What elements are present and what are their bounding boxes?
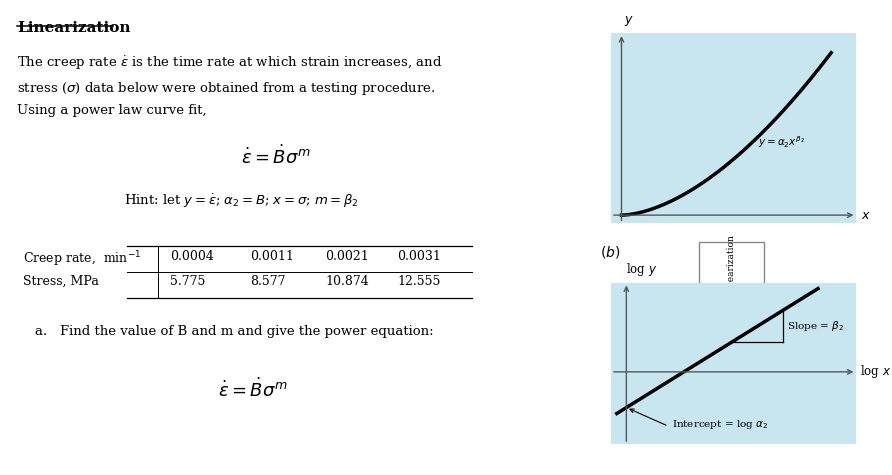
Text: The creep rate $\dot{\varepsilon}$ is the time rate at which strain increases, a: The creep rate $\dot{\varepsilon}$ is th… [17,55,442,116]
Text: $\dot{\varepsilon} = \dot{B}\sigma^m$: $\dot{\varepsilon} = \dot{B}\sigma^m$ [219,378,288,401]
Text: 8.577: 8.577 [251,275,285,287]
Text: 5.775: 5.775 [169,275,205,287]
Text: 12.555: 12.555 [397,275,441,287]
Text: 0.0021: 0.0021 [325,250,368,263]
Text: $x$: $x$ [861,209,871,222]
Text: log $x$: log $x$ [860,363,891,380]
Text: Slope = $\beta_2$: Slope = $\beta_2$ [788,319,845,333]
Text: 10.874: 10.874 [325,275,368,287]
Text: a.   Find the value of B and m and give the power equation:: a. Find the value of B and m and give th… [35,325,434,338]
Text: $y$: $y$ [624,14,633,28]
Text: Creep rate,  min$^{-1}$: Creep rate, min$^{-1}$ [23,250,141,269]
Text: Intercept = log $\alpha_2$: Intercept = log $\alpha_2$ [673,418,769,431]
Text: 0.0004: 0.0004 [169,250,213,263]
Text: Linearization: Linearization [727,235,736,295]
Text: Linearization: Linearization [17,21,131,35]
Text: $(b)$: $(b)$ [599,244,620,260]
Text: 0.0031: 0.0031 [397,250,441,263]
Text: $\dot{\varepsilon} = \dot{B}\sigma^m$: $\dot{\varepsilon} = \dot{B}\sigma^m$ [241,145,311,168]
FancyBboxPatch shape [699,242,764,288]
Text: 0.0011: 0.0011 [251,250,294,263]
Text: $y = \alpha_2 x^{\beta_2}$: $y = \alpha_2 x^{\beta_2}$ [758,134,805,150]
Text: log $y$: log $y$ [626,261,657,278]
Text: Stress, MPa: Stress, MPa [23,275,99,287]
Text: Hint: let $y = \dot{\varepsilon}$; $\alpha_2 = B$; $x = \sigma$; $m = \beta_2$: Hint: let $y = \dot{\varepsilon}$; $\alp… [124,192,359,210]
